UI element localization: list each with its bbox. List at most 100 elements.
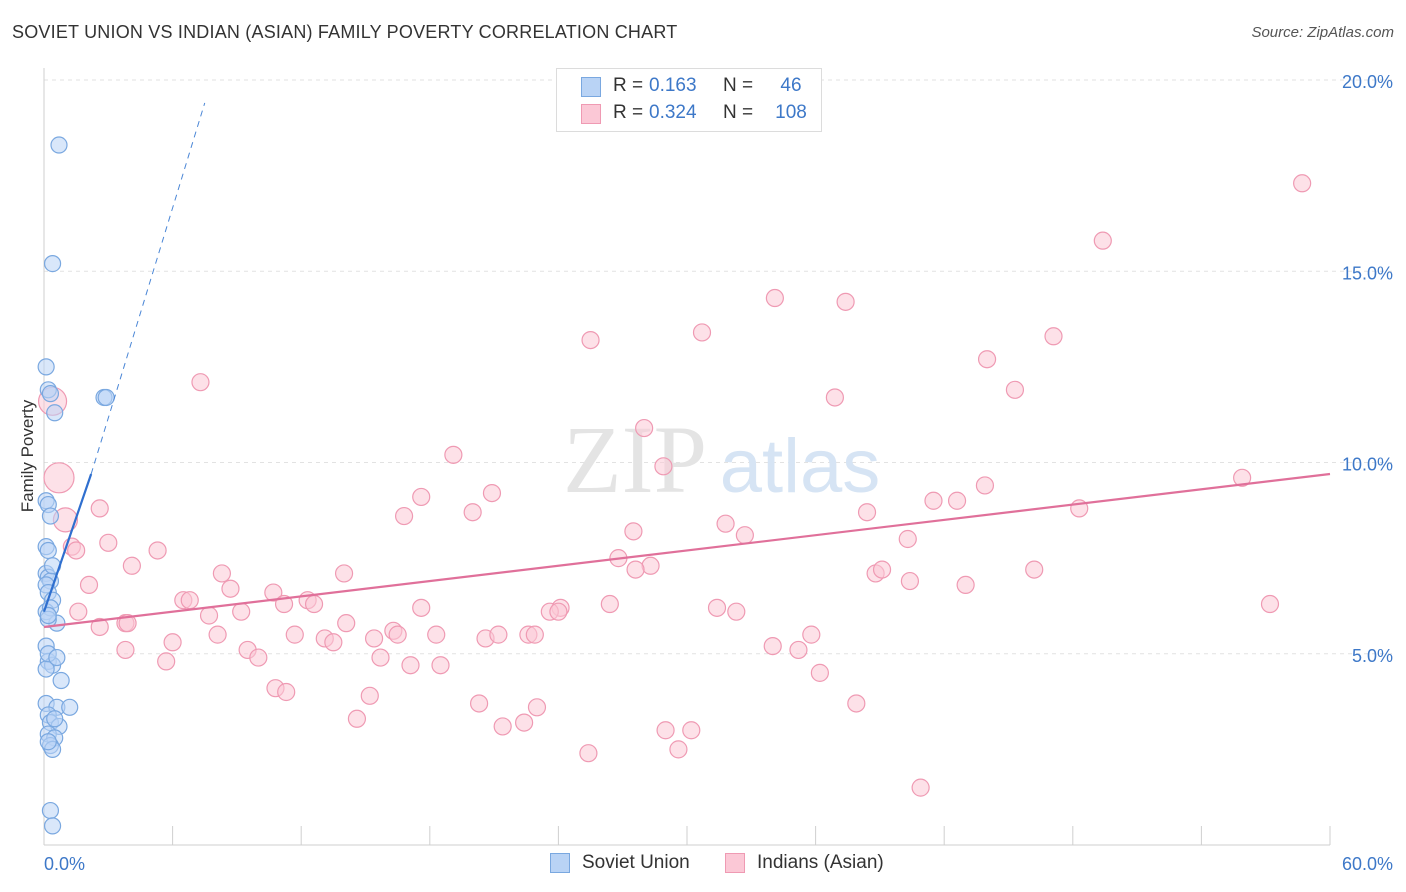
data-point-indians-asian — [444, 445, 463, 464]
data-point-indians-asian — [148, 541, 167, 560]
data-point-soviet-union — [39, 606, 57, 625]
data-point-indians-asian — [394, 506, 414, 526]
data-point-indians-asian — [371, 648, 390, 667]
data-point-soviet-union — [52, 671, 70, 690]
data-point-indians-asian — [324, 633, 343, 652]
watermark: ZIP atlas — [563, 406, 880, 513]
data-point-indians-asian — [79, 575, 99, 595]
legend-label-indians-asian: Indians (Asian) — [757, 852, 884, 873]
tick-labels: 5.0% 10.0% 15.0% 20.0% 0.0% 60.0% — [44, 72, 1393, 874]
data-point-indians-asian — [90, 499, 109, 518]
trend-lines — [42, 102, 1331, 629]
data-point-indians-asian — [208, 625, 227, 644]
r-value: 0.163 — [649, 75, 697, 96]
data-point-indians-asian — [641, 556, 660, 575]
n-value: 46 — [780, 75, 802, 96]
data-point-indians-asian — [401, 656, 420, 675]
data-point-indians-asian — [221, 579, 240, 598]
data-point-indians-asian — [431, 656, 450, 675]
data-point-indians-asian — [337, 614, 356, 633]
data-point-indians-asian — [412, 487, 431, 507]
data-point-soviet-union — [50, 136, 68, 154]
data-point-indians-asian — [277, 682, 296, 702]
data-point-indians-asian — [716, 514, 735, 533]
data-point-indians-asian — [977, 350, 997, 369]
r-label: R = — [613, 102, 644, 123]
data-point-soviet-union — [48, 648, 66, 667]
data-point-indians-asian — [157, 652, 176, 671]
data-point-indians-asian — [212, 564, 231, 583]
legend-swatch-soviet-union — [550, 853, 570, 873]
data-point-soviet-union — [43, 255, 62, 273]
data-point-indians-asian — [334, 564, 354, 583]
data-point-indians-asian — [900, 571, 920, 591]
data-point-indians-asian — [727, 602, 746, 621]
data-point-soviet-union — [39, 733, 57, 751]
data-point-indians-asian — [43, 462, 75, 494]
data-point-indians-asian — [1005, 380, 1025, 399]
data-point-indians-asian — [515, 713, 534, 732]
data-point-indians-asian — [1025, 560, 1044, 579]
trend-line-soviet-union-extension — [90, 102, 206, 475]
data-point-soviet-union — [41, 507, 60, 525]
data-point-soviet-union — [61, 698, 79, 716]
data-point-indians-asian — [482, 484, 502, 503]
trend-line-soviet-union — [42, 473, 93, 613]
data-point-indians-asian — [304, 594, 324, 614]
data-point-indians-asian — [364, 629, 384, 648]
data-point-soviet-union — [46, 710, 64, 728]
data-point-indians-asian — [956, 575, 975, 595]
y-tick-label: 20.0% — [1342, 72, 1393, 92]
data-point-indians-asian — [857, 503, 877, 522]
data-point-indians-asian — [67, 541, 86, 560]
data-point-soviet-union — [46, 404, 64, 422]
data-point-indians-asian — [180, 591, 199, 610]
data-point-indians-asian — [264, 583, 283, 602]
data-point-indians-asian — [463, 503, 482, 522]
source-label: Source: ZipAtlas.com — [1251, 24, 1394, 41]
n-label: N = — [723, 102, 754, 123]
data-point-indians-asian — [163, 633, 182, 652]
data-point-indians-asian — [549, 602, 568, 621]
data-point-indians-asian — [232, 602, 251, 621]
data-point-indians-asian — [802, 625, 821, 644]
data-point-indians-asian — [99, 533, 118, 552]
legend-swatch-indians-asian — [725, 853, 745, 873]
data-point-indians-asian — [347, 709, 367, 728]
data-point-indians-asian — [656, 721, 675, 740]
data-point-indians-asian — [527, 698, 547, 717]
data-point-soviet-union — [37, 358, 55, 376]
data-point-indians-asian — [635, 418, 654, 438]
data-point-indians-asian — [975, 476, 995, 495]
data-point-indians-asian — [911, 778, 930, 797]
data-point-indians-asian — [763, 636, 782, 656]
series-indians-asian — [37, 174, 1312, 797]
chart-title: SOVIET UNION VS INDIAN (ASIAN) FAMILY PO… — [12, 22, 678, 42]
data-point-indians-asian — [1093, 231, 1112, 250]
data-point-indians-asian — [600, 594, 619, 614]
stats-swatch-soviet-union — [581, 77, 601, 97]
data-point-indians-asian — [836, 292, 855, 311]
data-point-soviet-union — [97, 388, 115, 407]
data-point-indians-asian — [69, 602, 88, 621]
stats-swatch-indians-asian — [581, 104, 601, 124]
data-point-indians-asian — [654, 457, 673, 476]
watermark-zip: ZIP — [563, 406, 707, 513]
x-tick-label: 0.0% — [44, 854, 85, 874]
data-point-indians-asian — [847, 694, 866, 713]
data-point-soviet-union — [43, 817, 62, 835]
trend-line-indians-asian — [43, 472, 1331, 629]
stats-legend-box: R = 0.163 N = 46 R = 0.324 N = 108 — [556, 68, 822, 132]
data-point-indians-asian — [735, 526, 754, 545]
y-tick-label: 5.0% — [1352, 646, 1393, 666]
n-value: 108 — [775, 102, 807, 123]
data-point-indians-asian — [427, 625, 446, 644]
data-point-indians-asian — [1044, 327, 1063, 346]
data-point-indians-asian — [898, 529, 917, 549]
data-point-indians-asian — [692, 323, 712, 342]
data-point-indians-asian — [90, 617, 109, 637]
data-point-indians-asian — [116, 640, 135, 660]
x-tick-label: 60.0% — [1342, 854, 1393, 874]
data-point-indians-asian — [1233, 468, 1252, 487]
data-point-indians-asian — [1260, 594, 1280, 614]
